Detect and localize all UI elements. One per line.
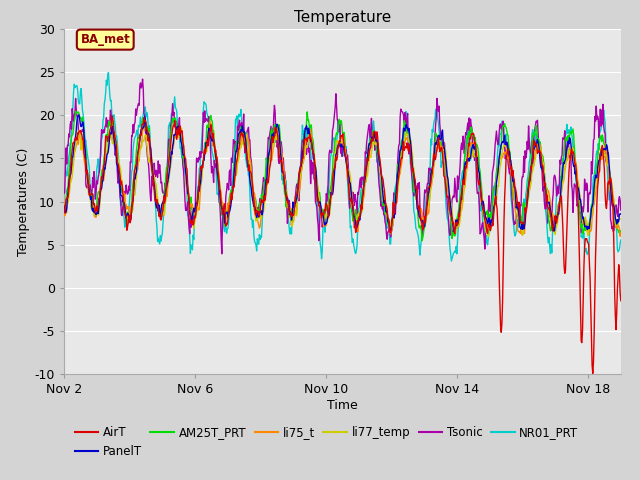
NR01_PRT (486, 237, 494, 243)
li77_temp (396, 180, 404, 185)
PanelT (349, 198, 357, 204)
li77_temp (617, 237, 625, 242)
AirT (173, 125, 180, 131)
Line: AM25T_PRT: AM25T_PRT (64, 114, 621, 244)
Line: Tsonic: Tsonic (64, 84, 621, 267)
NR01_PRT (545, 268, 552, 274)
AirT (124, 189, 131, 195)
NR01_PRT (136, 85, 143, 91)
PanelT (175, 112, 182, 118)
li75_t (173, 136, 181, 142)
PanelT (487, 223, 495, 228)
AirT (60, 201, 68, 206)
Line: li77_temp: li77_temp (64, 126, 621, 240)
Text: BA_met: BA_met (81, 33, 130, 46)
li77_temp (60, 210, 68, 216)
li75_t (124, 204, 131, 210)
NR01_PRT (124, 197, 132, 203)
AirT (135, 132, 143, 138)
Tsonic (516, 264, 524, 270)
li75_t (616, 236, 623, 241)
li75_t (349, 194, 357, 200)
NR01_PRT (349, 243, 357, 249)
Tsonic (60, 199, 68, 205)
li75_t (617, 233, 625, 239)
NR01_PRT (396, 135, 404, 141)
PanelT (173, 116, 180, 121)
Legend: AirT, PanelT, AM25T_PRT, li75_t, li77_temp, Tsonic, NR01_PRT: AirT, PanelT, AM25T_PRT, li75_t, li77_te… (70, 422, 583, 463)
li77_temp (124, 216, 132, 222)
X-axis label: Time: Time (327, 399, 358, 412)
Tsonic (135, 126, 143, 132)
Tsonic (617, 252, 625, 257)
NR01_PRT (173, 99, 181, 105)
PanelT (617, 231, 625, 237)
Tsonic (236, 82, 243, 87)
Tsonic (396, 125, 404, 131)
AM25T_PRT (349, 212, 357, 218)
Line: NR01_PRT: NR01_PRT (64, 79, 621, 271)
NR01_PRT (72, 76, 80, 82)
AirT (617, 304, 625, 310)
NR01_PRT (617, 240, 625, 246)
AM25T_PRT (486, 216, 494, 221)
Line: AirT: AirT (64, 118, 621, 365)
AM25T_PRT (614, 241, 621, 247)
li75_t (141, 120, 149, 125)
li77_temp (173, 133, 181, 139)
li77_temp (136, 147, 143, 153)
AM25T_PRT (136, 141, 143, 147)
AM25T_PRT (124, 219, 132, 225)
PanelT (396, 158, 404, 164)
AirT (349, 212, 357, 217)
AirT (589, 362, 596, 368)
AM25T_PRT (617, 229, 625, 235)
Line: li75_t: li75_t (64, 122, 621, 239)
Line: PanelT: PanelT (64, 115, 621, 238)
AM25T_PRT (60, 199, 68, 205)
PanelT (135, 139, 143, 145)
Tsonic (486, 216, 494, 222)
AirT (486, 224, 494, 230)
AM25T_PRT (173, 114, 181, 120)
PanelT (60, 204, 68, 209)
NR01_PRT (60, 186, 68, 192)
PanelT (417, 235, 425, 240)
li75_t (486, 224, 494, 230)
AirT (396, 167, 404, 173)
AirT (205, 115, 213, 121)
li77_temp (73, 123, 81, 129)
li77_temp (486, 225, 494, 230)
Y-axis label: Temperatures (C): Temperatures (C) (17, 147, 31, 256)
Tsonic (173, 118, 180, 123)
AM25T_PRT (396, 152, 404, 157)
AM25T_PRT (108, 111, 115, 117)
PanelT (124, 228, 131, 234)
Tsonic (349, 214, 357, 219)
Title: Temperature: Temperature (294, 10, 391, 25)
li75_t (60, 208, 68, 214)
Tsonic (124, 197, 131, 203)
li75_t (135, 148, 143, 154)
li77_temp (349, 207, 357, 213)
li75_t (396, 169, 404, 175)
